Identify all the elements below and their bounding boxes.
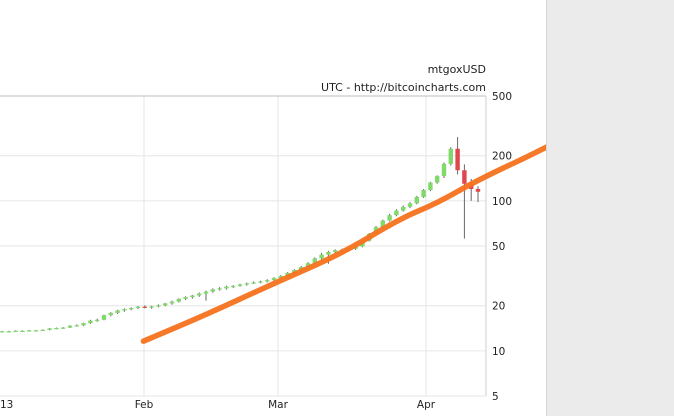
candle-up — [13, 330, 18, 333]
y-tick-label: 20 — [492, 301, 505, 313]
candle-up — [251, 282, 256, 284]
candle-up — [435, 176, 440, 183]
candle-up — [271, 277, 277, 281]
x-tick-label: Apr — [417, 399, 436, 411]
candle-up — [169, 301, 175, 304]
candle-up — [163, 303, 168, 306]
candle-up — [115, 310, 120, 313]
y-tick-label: 100 — [492, 196, 512, 208]
candle-down — [462, 170, 467, 184]
y-tick-label: 10 — [492, 346, 505, 358]
candle-down — [475, 188, 481, 192]
candle-up — [156, 305, 161, 307]
candle-up — [129, 308, 134, 310]
candle-up — [20, 330, 25, 333]
candle-up — [149, 306, 154, 308]
candle-up — [312, 258, 317, 264]
candle-up — [67, 325, 73, 328]
candle-up — [54, 328, 59, 330]
candle-up — [414, 196, 419, 204]
candle-up — [190, 295, 195, 298]
candle-down — [142, 306, 147, 308]
candle-up — [278, 276, 283, 278]
candle-up — [380, 220, 385, 228]
x-tick-label: Feb — [135, 399, 154, 411]
chart-source-label: UTC - http://bitcoincharts.com — [321, 81, 486, 94]
candle-up — [428, 182, 433, 191]
candle-up — [6, 331, 11, 333]
candle-up — [183, 297, 188, 299]
candle-up — [244, 283, 249, 285]
candle-down — [455, 148, 460, 171]
candle-up — [387, 215, 392, 221]
chart-grid — [0, 95, 487, 397]
candle-up — [88, 320, 93, 324]
candle-up — [197, 293, 202, 296]
candle-up — [33, 330, 39, 332]
candle-up — [224, 286, 229, 289]
y-tick-label: 50 — [492, 241, 505, 253]
candles-layer — [0, 137, 481, 333]
candle-up — [61, 327, 66, 329]
candle-up — [74, 325, 79, 327]
x-tick-label: 13 — [0, 399, 13, 411]
right-gray-panel — [546, 0, 674, 416]
candle-up — [333, 250, 338, 253]
y-tick-label: 500 — [492, 91, 512, 103]
x-axis-tick-labels: 13 Feb Mar Apr — [0, 399, 436, 411]
candle-up — [135, 306, 141, 309]
candle-up — [40, 329, 45, 332]
candle-up — [81, 323, 86, 326]
y-axis-tick-labels: 500 200 100 50 20 10 5 — [492, 91, 512, 403]
candle-up — [326, 252, 331, 255]
candle-up — [265, 280, 270, 282]
x-tick-label: Mar — [268, 399, 288, 411]
candle-up — [258, 281, 263, 283]
candle-up — [441, 163, 447, 177]
candle-up — [231, 285, 236, 288]
y-tick-label: 200 — [492, 151, 512, 163]
candle-up — [27, 330, 32, 332]
candle-up — [95, 319, 100, 322]
candle-up — [407, 203, 413, 207]
candle-up — [448, 148, 453, 164]
candle-up — [305, 263, 311, 268]
candle-up — [394, 210, 399, 216]
chart-symbol-label: mtgoxUSD — [427, 63, 486, 76]
candle-up — [401, 206, 406, 211]
candle-up — [0, 331, 5, 333]
candle-up — [421, 190, 426, 197]
candle-up — [108, 312, 113, 316]
candle-up — [122, 309, 127, 311]
candle-up — [203, 291, 209, 294]
y-tick-label: 5 — [492, 391, 499, 403]
candle-up — [176, 298, 181, 302]
candle-up — [47, 328, 52, 330]
candle-up — [237, 284, 243, 286]
candle-up — [101, 315, 107, 320]
candle-up — [217, 288, 222, 290]
candle-up — [319, 254, 324, 259]
candle-up — [210, 289, 215, 292]
